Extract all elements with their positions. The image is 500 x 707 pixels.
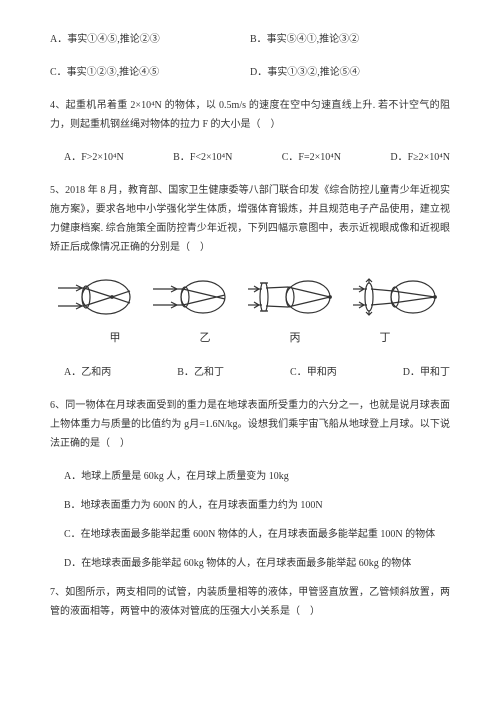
q4-opt-a: A．F>2×10⁴N [64, 148, 124, 167]
q3-options-row2: C．事实①②③,推论④⑤ D．事实①③②,推论⑤④ [50, 63, 450, 82]
q6-opt-b: B．地球表面重力为 600N 的人，在月球表面重力约为 100N [50, 496, 450, 515]
q6-opt-c: C．在地球表面最多能举起重 600N 物体的人，在月球表面最多能举起重 100N… [50, 525, 450, 544]
q6-text: 6、同一物体在月球表面受到的重力是在地球表面所受重力的六分之一，也就是说月球表面… [50, 396, 450, 453]
q5-text: 5、2018 年 8 月，教育部、国家卫生健康委等八部门联合印发《综合防控儿童青… [50, 181, 450, 257]
eye-diagrams [50, 275, 450, 320]
q5-opt-a: A．乙和丙 [64, 363, 111, 382]
q6-opt-d: D．在地球表面最多能举起 60kg 物体的人，在月球表面最多能举起 60kg 的… [50, 554, 450, 573]
q5-opt-b: B．乙和丁 [177, 363, 224, 382]
q3-opt-a: A．事实①④⑤,推论②③ [50, 30, 250, 49]
diagram-yi [153, 275, 233, 320]
diagram-ding [353, 275, 443, 320]
q5-opt-c: C．甲和丙 [290, 363, 337, 382]
q5-opt-d: D．甲和丁 [403, 363, 450, 382]
q5-options: A．乙和丙 B．乙和丁 C．甲和丙 D．甲和丁 [50, 363, 450, 382]
label-ding: 丁 [380, 328, 391, 349]
q4-opt-d: D．F≥2×10⁴N [390, 148, 450, 167]
q4-options: A．F>2×10⁴N B．F<2×10⁴N C．F=2×10⁴N D．F≥2×1… [50, 148, 450, 167]
q4-text: 4、起重机吊着重 2×10⁴N 的物体，以 0.5m/s 的速度在空中匀速直线上… [50, 96, 450, 134]
q3-opt-c: C．事实①②③,推论④⑤ [50, 63, 250, 82]
q7-text: 7、如图所示，两支相同的试管，内装质量相等的液体，甲管竖直放置，乙管倾斜放置，两… [50, 583, 450, 621]
label-yi: 乙 [200, 328, 211, 349]
q3-opt-d: D．事实①③②,推论⑤④ [250, 63, 450, 82]
diagram-labels: 甲 乙 丙 丁 [50, 328, 450, 349]
q6-opt-a: A．地球上质量是 60kg 人，在月球上质量变为 10kg [50, 467, 450, 486]
label-bing: 丙 [290, 328, 301, 349]
q3-opt-b: B．事实⑤④①,推论③② [250, 30, 450, 49]
q4-opt-c: C．F=2×10⁴N [282, 148, 341, 167]
diagram-bing [248, 275, 338, 320]
q3-options-row1: A．事实①④⑤,推论②③ B．事实⑤④①,推论③② [50, 30, 450, 49]
label-jia: 甲 [110, 328, 121, 349]
diagram-jia [58, 275, 138, 320]
q4-opt-b: B．F<2×10⁴N [173, 148, 232, 167]
